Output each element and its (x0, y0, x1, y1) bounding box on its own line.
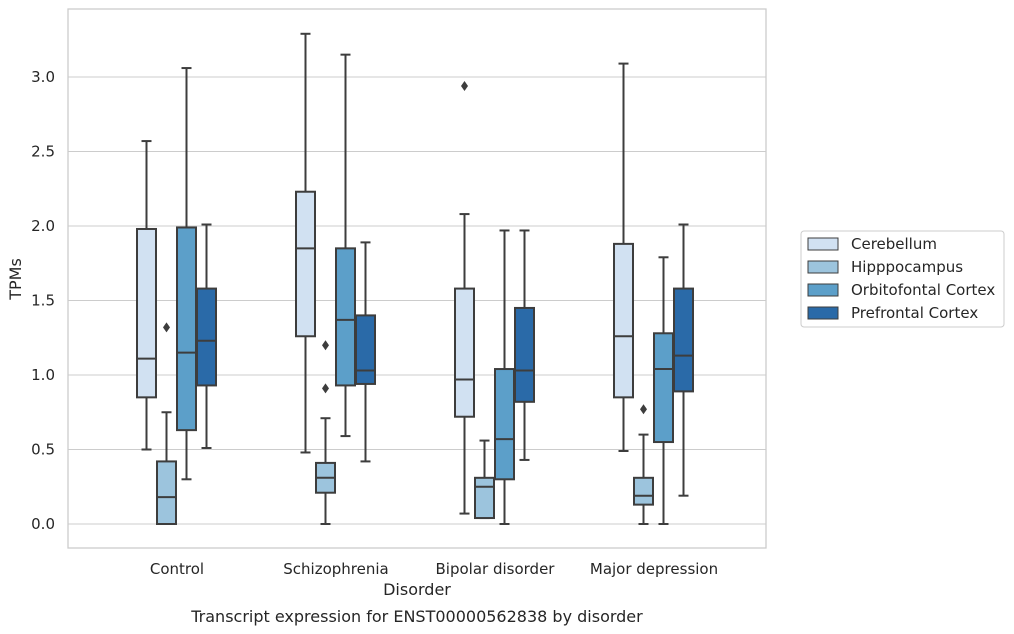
chart-caption: Transcript expression for ENST0000056283… (190, 607, 643, 626)
series-group (136, 32, 634, 515)
box-plot (355, 241, 376, 463)
box (474, 476, 495, 520)
outlier-point (322, 340, 329, 351)
box-plot (613, 62, 634, 452)
legend: Cerebellum Hipppocampus Orbitofontal Corte… (800, 230, 1005, 328)
legend-swatch (807, 260, 839, 274)
legend-label: Orbitofontal Cortex (851, 281, 995, 299)
box (613, 242, 634, 399)
box-plot (136, 140, 157, 451)
legend-label: Prefrontal Cortex (851, 304, 978, 322)
y-tick-label: 2.5 (31, 143, 55, 161)
x-tick-label: Control (150, 560, 204, 578)
y-tick-label: 3.0 (31, 68, 55, 86)
box-plot (653, 256, 674, 525)
x-tick-label: Major depression (590, 560, 718, 578)
legend-label: Cerebellum (851, 235, 937, 253)
box-plot (494, 229, 515, 525)
box (653, 332, 674, 444)
y-tick-label: 1.0 (31, 366, 55, 384)
box (355, 314, 376, 385)
series-group (196, 223, 694, 497)
outlier-point (640, 404, 647, 415)
legend-label: Hipppocampus (851, 258, 963, 276)
x-tick-label: Schizophrenia (283, 560, 388, 578)
outlier-point (163, 322, 170, 333)
box-plot (335, 53, 356, 438)
box-plot (196, 223, 217, 450)
box (673, 287, 694, 393)
outlier-point (461, 80, 468, 91)
box (176, 226, 197, 432)
series-group (176, 53, 674, 525)
box-plot (454, 80, 475, 515)
y-tick-label: 0.5 (31, 441, 55, 459)
y-tick-labels: 0.0 0.5 1.0 1.5 2.0 2.5 3.0 (31, 68, 55, 533)
plot-area-frame (67, 8, 767, 549)
gridlines (68, 76, 766, 525)
legend-swatch (807, 306, 839, 320)
box-groups (136, 32, 694, 526)
box (494, 368, 515, 481)
y-tick-label: 2.0 (31, 217, 55, 235)
box (136, 227, 157, 399)
box-plot (673, 223, 694, 497)
y-tick-label: 1.5 (31, 292, 55, 310)
box (633, 476, 654, 506)
y-tick-label: 0.0 (31, 515, 55, 533)
box (156, 460, 177, 526)
box (295, 190, 316, 338)
box-plot (514, 229, 535, 461)
box-plot (633, 404, 654, 525)
legend-frame (800, 230, 1005, 328)
legend-swatch (807, 283, 839, 297)
x-tick-labels: Control Schizophrenia Bipolar disorder Majo… (150, 560, 718, 578)
box-plot (156, 322, 177, 526)
x-axis-title: Disorder (383, 580, 451, 599)
box (196, 287, 217, 387)
box (335, 247, 356, 387)
series-group (156, 322, 654, 526)
box (454, 287, 475, 418)
y-axis-title: TPMs (6, 258, 25, 301)
x-tick-label: Bipolar disorder (436, 560, 556, 578)
legend-swatch (807, 237, 839, 251)
box-plot (315, 340, 336, 525)
box-plot (295, 32, 316, 454)
box-plot (176, 67, 197, 481)
box-plot (474, 439, 495, 520)
outlier-point (322, 383, 329, 394)
box (514, 306, 535, 403)
